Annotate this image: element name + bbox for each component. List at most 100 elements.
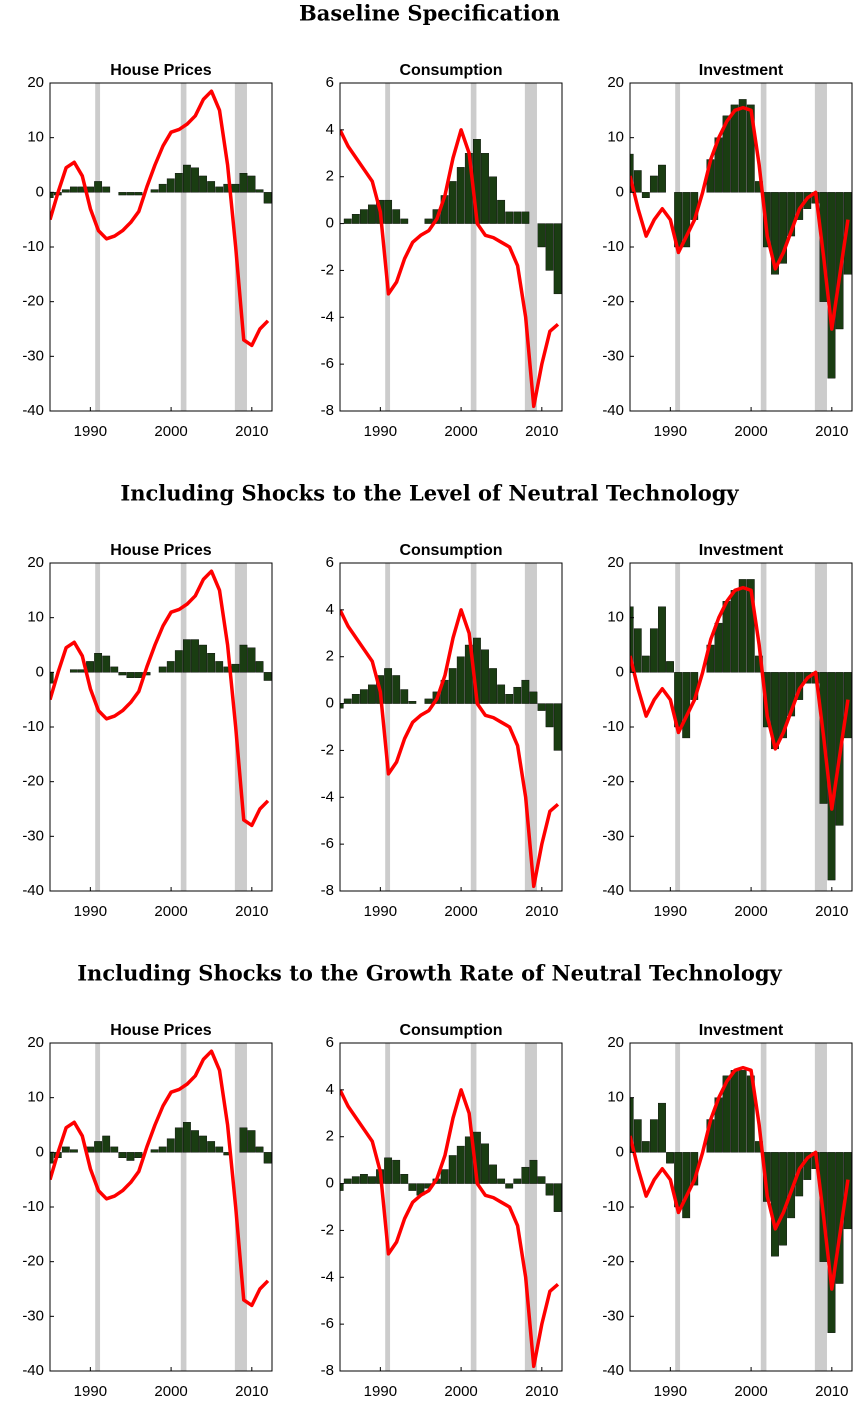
y-tick-label: 2 xyxy=(326,1128,334,1145)
bar xyxy=(738,1070,747,1153)
y-tick-label: -10 xyxy=(602,238,624,255)
x-tick-label: 1990 xyxy=(364,903,397,920)
bar xyxy=(102,1135,111,1153)
x-tick-label: 2010 xyxy=(235,903,268,920)
y-tick-label: 0 xyxy=(36,663,44,680)
bar xyxy=(649,175,658,193)
bar xyxy=(827,192,836,379)
bar xyxy=(456,656,465,704)
bar xyxy=(537,223,546,248)
y-tick-label: 4 xyxy=(326,121,334,138)
panel-title: House Prices xyxy=(110,62,211,79)
recession-band xyxy=(760,1043,767,1371)
bar xyxy=(630,606,634,673)
x-tick-label: 2000 xyxy=(154,1383,187,1400)
y-tick-label: 10 xyxy=(607,1089,624,1106)
bar xyxy=(730,104,739,193)
bar xyxy=(641,655,650,673)
recession-band xyxy=(95,1043,101,1371)
x-tick-label: 1990 xyxy=(654,423,687,440)
bar xyxy=(730,590,739,673)
bar xyxy=(553,1183,562,1212)
plot-area xyxy=(630,563,852,891)
bar xyxy=(174,172,183,193)
bar xyxy=(553,703,562,751)
bar xyxy=(497,684,506,704)
x-tick-label: 2000 xyxy=(734,1383,767,1400)
bar xyxy=(633,170,642,193)
bar xyxy=(545,703,554,728)
bar xyxy=(69,669,78,673)
axes-frame xyxy=(339,562,563,892)
bar xyxy=(368,204,376,224)
plot-area xyxy=(50,563,272,891)
bar xyxy=(529,691,538,704)
x-tick-label: 1990 xyxy=(74,1383,107,1400)
bar xyxy=(255,661,264,673)
line xyxy=(50,1049,270,1308)
bar xyxy=(158,183,167,193)
bar xyxy=(505,1183,514,1189)
plot-area xyxy=(50,1043,272,1371)
bar xyxy=(102,655,111,673)
x-tick-label: 2010 xyxy=(525,1383,558,1400)
bar xyxy=(553,223,562,295)
y-tick-label: -6 xyxy=(321,355,334,372)
panel-title: Investment xyxy=(699,1022,784,1039)
bar xyxy=(384,1157,393,1184)
x-tick-label: 1990 xyxy=(364,423,397,440)
bar xyxy=(199,1135,207,1153)
recession-band xyxy=(385,83,391,411)
bar xyxy=(351,1176,360,1184)
y-tick-label: -40 xyxy=(22,882,44,899)
line xyxy=(50,569,270,828)
bar xyxy=(174,1127,183,1153)
bar xyxy=(408,701,417,704)
y-tick-label: -30 xyxy=(602,827,624,844)
bar xyxy=(537,703,546,711)
section-title: Baseline Specification xyxy=(299,1,560,26)
bar xyxy=(94,653,103,673)
x-tick-label: 2000 xyxy=(444,903,477,920)
y-tick-label: 6 xyxy=(326,74,334,91)
y-tick-label: -30 xyxy=(22,827,44,844)
bar xyxy=(126,192,135,196)
bar xyxy=(247,1130,256,1153)
bar xyxy=(400,218,409,224)
y-tick-label: -2 xyxy=(321,1221,334,1238)
bar xyxy=(351,213,360,224)
bar xyxy=(50,672,54,684)
bar xyxy=(359,1173,368,1184)
y-tick-label: 20 xyxy=(607,1034,624,1051)
recession-band xyxy=(470,83,477,411)
bar xyxy=(69,186,78,193)
recession-band xyxy=(470,563,477,891)
plot-area xyxy=(340,83,562,411)
bar xyxy=(110,666,119,673)
bar xyxy=(738,99,747,193)
y-tick-label: 0 xyxy=(326,695,334,712)
bar xyxy=(440,1169,449,1184)
y-tick-label: -20 xyxy=(22,293,44,310)
recession-band xyxy=(385,1043,391,1371)
bar xyxy=(722,1075,731,1153)
bar xyxy=(134,672,143,678)
y-tick-label: 20 xyxy=(27,554,44,571)
x-tick-label: 2010 xyxy=(235,423,268,440)
y-tick-label: -10 xyxy=(22,238,44,255)
bar xyxy=(630,1097,634,1153)
bar xyxy=(682,1152,691,1219)
y-tick-label: 10 xyxy=(27,1089,44,1106)
bar xyxy=(126,672,135,678)
y-tick-label: -4 xyxy=(321,788,334,805)
panel-title: Consumption xyxy=(399,62,502,79)
y-tick-label: -10 xyxy=(602,1198,624,1215)
y-tick-label: -8 xyxy=(321,1362,334,1379)
x-tick-label: 1990 xyxy=(654,1383,687,1400)
bar xyxy=(392,675,401,704)
bar xyxy=(649,1119,658,1153)
bar xyxy=(497,199,506,224)
bar xyxy=(481,153,489,224)
bar xyxy=(649,628,658,673)
bar xyxy=(497,1178,506,1184)
